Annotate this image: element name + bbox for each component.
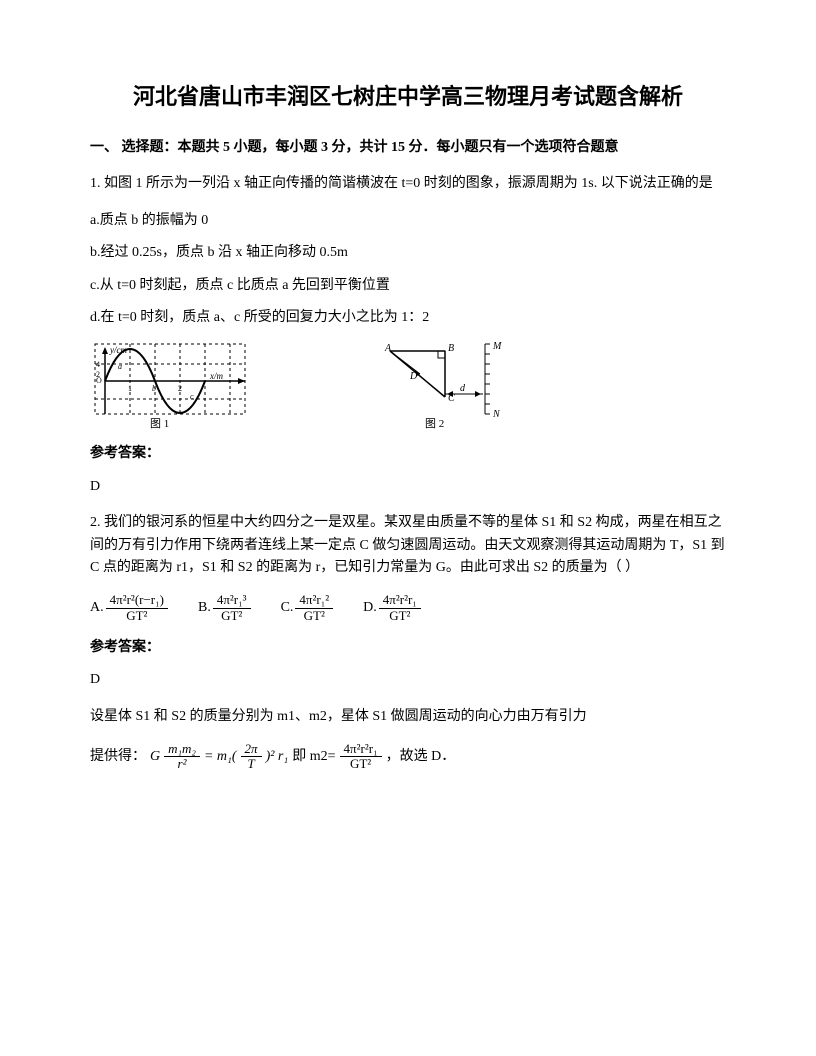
eq1-lhs-num: m₁m₂ <box>164 742 200 757</box>
figure-2: A B C D d M N 图 2 <box>370 339 510 429</box>
q2-opt-d: D. 4π²r²r₁ GT² <box>363 593 421 623</box>
svg-text:C: C <box>448 393 455 404</box>
eq2-num: 4π²r²r₁ <box>340 742 382 757</box>
svg-text:b: b <box>152 384 156 393</box>
eq1-lhs-den: r² <box>174 757 191 771</box>
opt-label-a: A. <box>90 597 104 619</box>
opt-c-den: GT² <box>300 609 329 623</box>
svg-text:1: 1 <box>128 384 132 393</box>
opt-d-num: 4π²r²r₁ <box>379 593 421 608</box>
exp-prefix: 提供得： <box>90 746 146 768</box>
eq2-den: GT² <box>346 757 375 771</box>
figures-row: y/cm 4 2 O x/m a b c 1 2 图 1 <box>90 339 726 429</box>
q1-opt-b: b.经过 0.25s，质点 b 沿 x 轴正向移动 0.5m <box>90 242 726 264</box>
svg-text:y/cm: y/cm <box>109 345 127 355</box>
exp-suffix: ，故选 D． <box>386 746 456 768</box>
eq1-rhs-den: T <box>243 757 258 771</box>
svg-text:a: a <box>118 362 122 371</box>
svg-text:N: N <box>492 409 501 420</box>
q1-opt-a: a.质点 b 的振幅为 0 <box>90 210 726 232</box>
q2-opt-c: C. 4π²r₁² GT² <box>281 593 334 623</box>
q2-options: A. 4π²r²(r−r₁) GT² B. 4π²r₁³ GT² C. 4π²r… <box>90 593 726 623</box>
page-title: 河北省唐山市丰润区七树庄中学高三物理月考试题含解析 <box>90 80 726 113</box>
q1-answer: D <box>90 476 726 498</box>
opt-a-den: GT² <box>122 609 151 623</box>
svg-text:A: A <box>384 343 392 354</box>
fig1-label: 图 1 <box>150 417 169 429</box>
fig2-label: 图 2 <box>425 417 444 429</box>
svg-text:2: 2 <box>178 384 182 393</box>
exp-mid: 即 m2= <box>292 746 335 768</box>
opt-b-num: 4π²r₁³ <box>213 593 251 608</box>
equation-1: G m₁m₂ r² = m₁( 2π T )² r₁ <box>150 742 288 772</box>
q2-answer-label: 参考答案： <box>90 637 726 659</box>
svg-text:O: O <box>96 376 102 385</box>
figure-1: y/cm 4 2 O x/m a b c 1 2 图 1 <box>90 339 250 429</box>
opt-label-d: D. <box>363 597 377 619</box>
svg-text:c: c <box>190 392 194 401</box>
q2-explanation-2: 提供得： G m₁m₂ r² = m₁( 2π T )² r₁ 即 m2= 4π… <box>90 742 726 772</box>
svg-text:d: d <box>460 383 466 394</box>
section-header: 一、 选择题：本题共 5 小题，每小题 3 分，共计 15 分．每小题只有一个选… <box>90 137 726 159</box>
q2-explanation-1: 设星体 S1 和 S2 的质量分别为 m1、m2，星体 S1 做圆周运动的向心力… <box>90 706 726 728</box>
q2-stem: 2. 我们的银河系的恒星中大约四分之一是双星。某双星由质量不等的星体 S1 和 … <box>90 512 726 579</box>
opt-a-num: 4π²r²(r−r₁) <box>106 593 168 608</box>
q2-answer: D <box>90 669 726 691</box>
opt-label-c: C. <box>281 597 294 619</box>
q1-opt-c: c.从 t=0 时刻起，质点 c 比质点 a 先回到平衡位置 <box>90 275 726 297</box>
svg-text:4: 4 <box>96 360 100 369</box>
opt-c-num: 4π²r₁² <box>295 593 333 608</box>
svg-text:M: M <box>492 341 502 352</box>
q1-stem: 1. 如图 1 所示为一列沿 x 轴正向传播的简谐横波在 t=0 时刻的图象，振… <box>90 173 726 195</box>
svg-text:x/m: x/m <box>209 371 223 381</box>
eq1-rhs-num: 2π <box>241 742 262 757</box>
opt-label-b: B. <box>198 597 211 619</box>
svg-text:D: D <box>409 371 418 382</box>
q1-answer-label: 参考答案： <box>90 443 726 465</box>
q2-opt-a: A. 4π²r²(r−r₁) GT² <box>90 593 168 623</box>
opt-b-den: GT² <box>217 609 246 623</box>
equation-2: 4π²r²r₁ GT² <box>340 742 382 772</box>
q1-opt-d: d.在 t=0 时刻，质点 a、c 所受的回复力大小之比为 1：2 <box>90 307 726 329</box>
opt-d-den: GT² <box>385 609 414 623</box>
q2-opt-b: B. 4π²r₁³ GT² <box>198 593 251 623</box>
svg-text:B: B <box>448 343 454 354</box>
